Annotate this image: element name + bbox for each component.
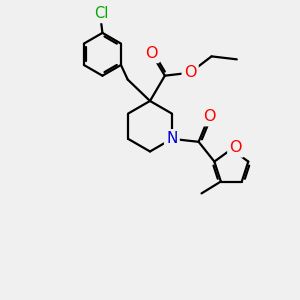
- Text: N: N: [166, 131, 178, 146]
- Text: O: O: [145, 46, 158, 61]
- Text: O: O: [203, 109, 215, 124]
- Text: O: O: [230, 140, 242, 155]
- Text: O: O: [184, 65, 197, 80]
- Text: Cl: Cl: [94, 6, 108, 21]
